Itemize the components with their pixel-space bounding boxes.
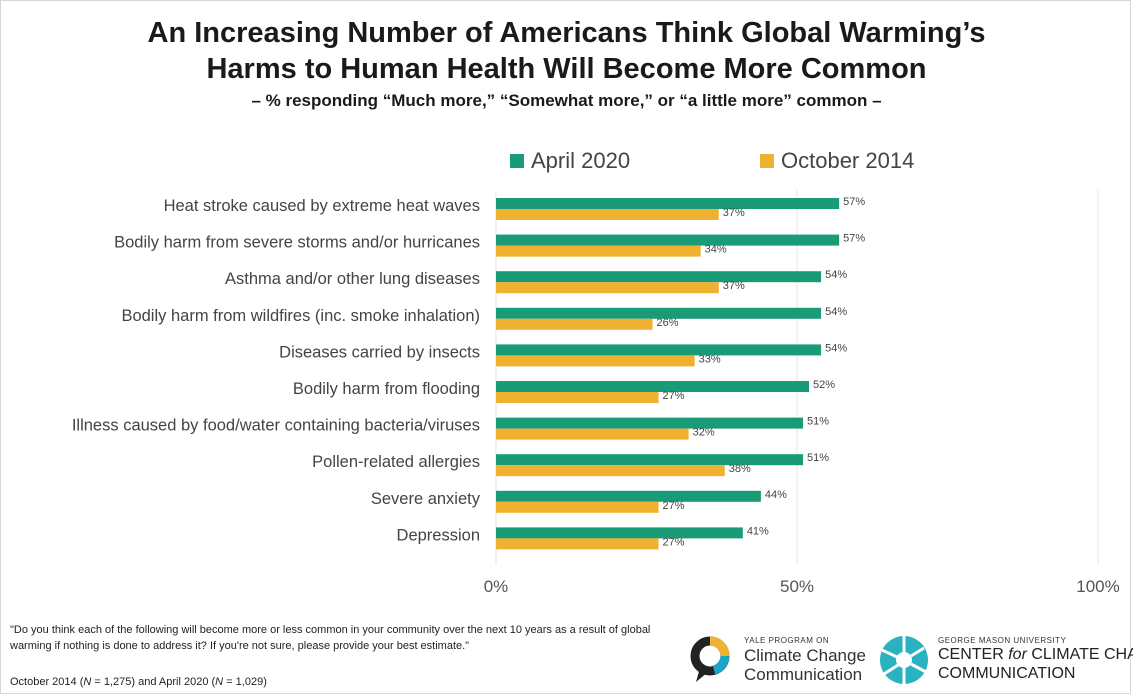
data-label-april-2020: 57%: [843, 233, 865, 245]
sample-size-note: October 2014 (N = 1,275) and April 2020 …: [10, 676, 267, 688]
data-label-october-2014: 34%: [705, 244, 727, 256]
data-label-april-2020: 52%: [813, 379, 835, 391]
yale-logo-line-2: Communication: [744, 665, 863, 684]
bar-october-2014: [496, 282, 719, 294]
survey-question-note: "Do you think each of the following will…: [10, 624, 651, 652]
x-tick-label: 100%: [1076, 577, 1119, 596]
data-label-october-2014: 27%: [663, 390, 685, 402]
bar-april-2020: [496, 234, 840, 246]
bar-october-2014: [496, 245, 701, 257]
gmu-logo-line-1: CENTER for CLIMATE CHANGE: [938, 646, 1133, 663]
bar-april-2020: [496, 490, 761, 502]
yale-logo-small-text: YALE PROGRAM ON: [744, 636, 830, 645]
chart-subtitle: – % responding “Much more,” “Somewhat mo…: [251, 91, 882, 110]
bar-april-2020: [496, 344, 822, 356]
data-label-april-2020: 51%: [807, 416, 829, 428]
category-label: Depression: [397, 526, 480, 544]
data-label-april-2020: 54%: [825, 306, 847, 318]
data-label-october-2014: 27%: [663, 500, 685, 512]
data-label-april-2020: 57%: [843, 196, 865, 208]
category-label: Severe anxiety: [371, 490, 481, 508]
gmu-logo-line-2: COMMUNICATION: [938, 665, 1076, 682]
bar-october-2014: [496, 355, 695, 367]
legend-label-october-2014: October 2014: [781, 148, 915, 173]
legend-item-october-2014: October 2014: [760, 148, 914, 174]
bar-april-2020: [496, 198, 840, 209]
category-label: Bodily harm from wildfires (inc. smoke i…: [121, 307, 480, 325]
data-label-october-2014: 38%: [729, 463, 751, 475]
bar-april-2020: [496, 271, 822, 283]
category-label: Asthma and/or other lung diseases: [225, 270, 480, 288]
data-label-october-2014: 33%: [699, 353, 721, 365]
legend-swatch-april-2020: [510, 154, 524, 168]
x-tick-label: 50%: [780, 577, 814, 596]
yale-logo-line-1: Climate Change: [744, 646, 866, 665]
data-label-april-2020: 51%: [807, 452, 829, 464]
bar-chart: Heat stroke caused by extreme heat waves…: [72, 190, 1120, 596]
category-label: Pollen-related allergies: [312, 453, 480, 471]
yale-logo-mark: [690, 636, 730, 682]
bar-april-2020: [496, 381, 810, 392]
data-label-april-2020: 54%: [825, 342, 847, 354]
data-label-october-2014: 26%: [657, 317, 679, 329]
legend-item-april-2020: April 2020: [510, 148, 630, 174]
data-label-october-2014: 37%: [723, 207, 745, 219]
legend-label-april-2020: April 2020: [531, 148, 631, 173]
bar-april-2020: [496, 454, 804, 466]
gmu-logo: GEORGE MASON UNIVERSITY CENTER for CLIMA…: [876, 632, 1133, 688]
chart-title-line-2: Harms to Human Health Will Become More C…: [206, 53, 927, 85]
legend-swatch-october-2014: [760, 154, 774, 168]
category-label: Bodily harm from severe storms and/or hu…: [114, 234, 480, 252]
category-label: Diseases carried by insects: [279, 343, 480, 361]
data-label-april-2020: 41%: [747, 525, 769, 537]
data-label-april-2020: 44%: [765, 489, 787, 501]
bar-october-2014: [496, 392, 659, 403]
yale-logo: YALE PROGRAM ON Climate Change Communica…: [686, 632, 866, 688]
data-label-october-2014: 37%: [723, 280, 745, 292]
bar-october-2014: [496, 209, 719, 220]
gmu-logo-mark: [880, 636, 928, 684]
bar-october-2014: [496, 501, 659, 513]
gmu-logo-small-text: GEORGE MASON UNIVERSITY: [938, 636, 1067, 645]
bar-april-2020: [496, 527, 743, 539]
data-label-october-2014: 32%: [693, 427, 715, 439]
data-label-october-2014: 27%: [663, 536, 685, 548]
category-label: Illness caused by food/water containing …: [72, 417, 480, 435]
bar-october-2014: [496, 428, 689, 440]
bar-october-2014: [496, 538, 659, 550]
bar-october-2014: [496, 465, 725, 477]
chart-title-line-1: An Increasing Number of Americans Think …: [147, 17, 986, 49]
category-label: Bodily harm from flooding: [293, 380, 480, 398]
bar-october-2014: [496, 318, 653, 330]
category-label: Heat stroke caused by extreme heat waves: [164, 197, 480, 215]
data-label-april-2020: 54%: [825, 269, 847, 281]
x-tick-label: 0%: [484, 577, 509, 596]
bar-april-2020: [496, 307, 822, 319]
bar-april-2020: [496, 417, 804, 429]
